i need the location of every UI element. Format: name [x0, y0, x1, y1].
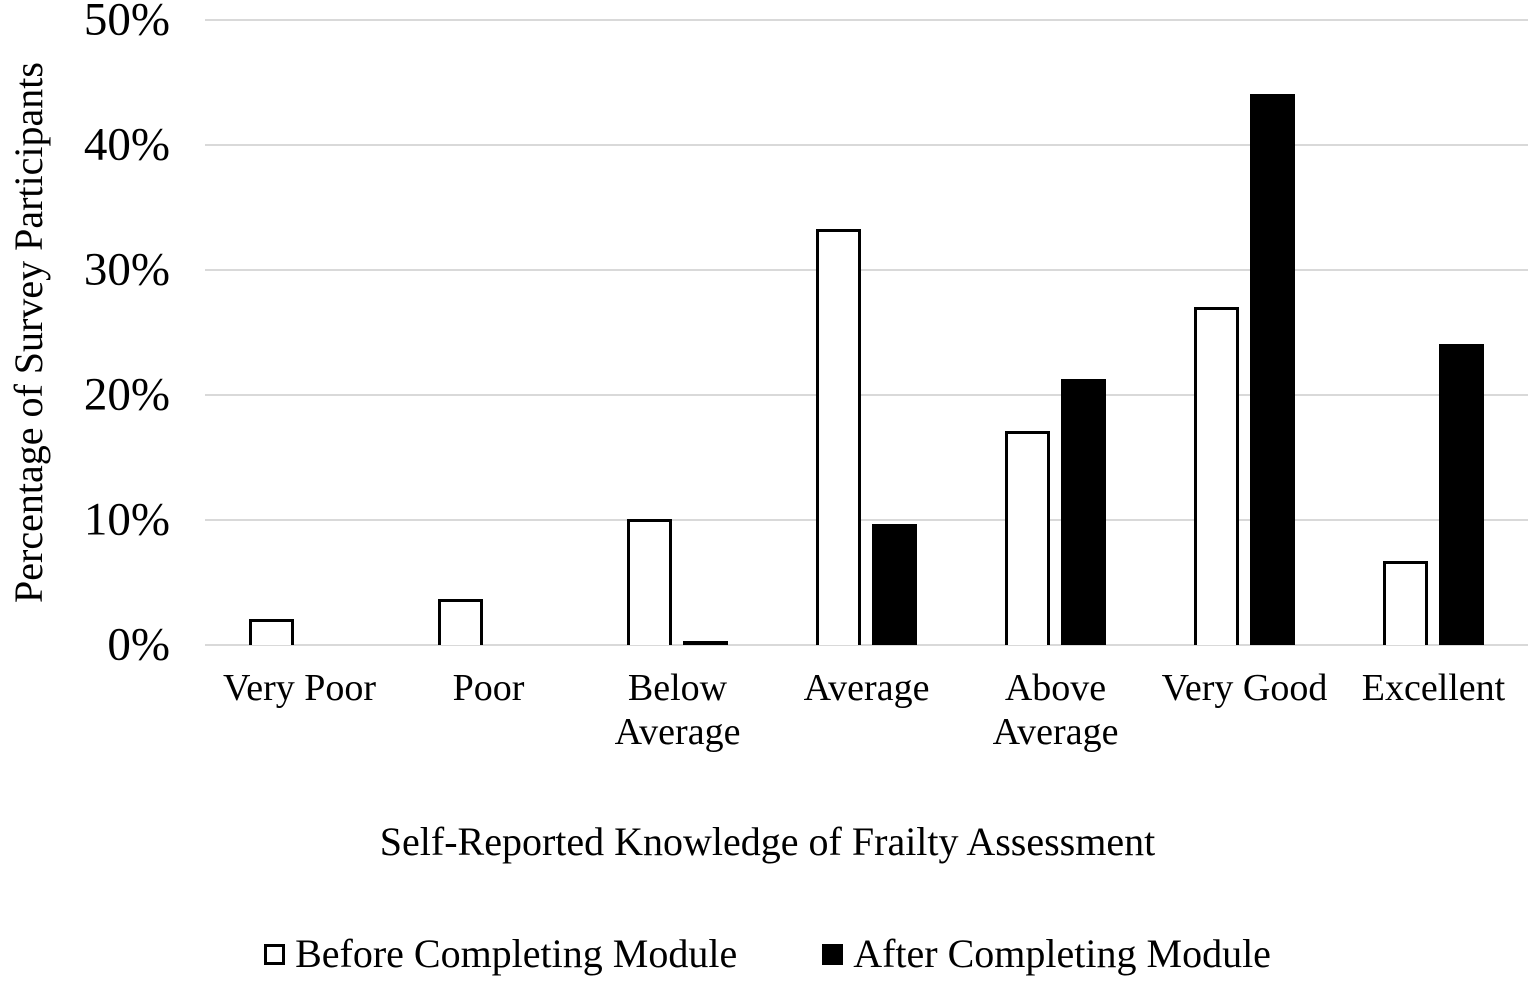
y-tick-label-20-: 20% [83, 368, 170, 421]
legend-label-after: After Completing Module [853, 931, 1271, 976]
bar-before-excellent [1383, 561, 1428, 645]
legend-marker-after-icon [822, 943, 844, 965]
y-tick-label-30-: 30% [83, 243, 170, 296]
x-category-label-above-average: Above Average [992, 667, 1119, 753]
bar-after-below-average [683, 641, 728, 645]
x-category-label-very-poor: Very Poor [222, 667, 377, 709]
x-axis-title: Self-Reported Knowledge of Frailty Asses… [379, 819, 1156, 864]
bar-after-above-average [1061, 379, 1106, 645]
legend: Before Completing Module After Completin… [0, 929, 1535, 979]
y-tick-label-0-: 0% [107, 618, 170, 671]
bar-before-above-average [1005, 431, 1050, 645]
x-category-label-average: Average [803, 667, 930, 709]
y-tick-label-40-: 40% [83, 118, 170, 171]
bar-before-average [816, 229, 861, 645]
bar-before-very-poor [249, 619, 294, 645]
gridline-30- [205, 269, 1528, 271]
y-tick-label-50-: 50% [83, 0, 170, 46]
bar-before-very-good [1194, 307, 1239, 645]
y-axis-tick-labels: 0% 10% 20% 30% 40% 50% [0, 0, 170, 668]
bar-after-very-good [1250, 94, 1295, 645]
x-category-label-excellent: Excellent [1361, 667, 1506, 709]
gridline-10- [205, 519, 1528, 521]
legend-item-before: Before Completing Module [264, 934, 737, 974]
gridline-20- [205, 394, 1528, 396]
bar-before-below-average [627, 519, 672, 645]
gridline-40- [205, 144, 1528, 146]
legend-item-after: After Completing Module [822, 934, 1271, 974]
plot-area [205, 19, 1528, 646]
y-tick-label-10-: 10% [83, 493, 170, 546]
bar-after-excellent [1439, 344, 1484, 645]
x-category-label-very-good: Very Good [1161, 667, 1328, 709]
legend-marker-before-icon [264, 943, 286, 965]
gridline-50- [205, 19, 1528, 21]
gridline-0- [205, 644, 1528, 646]
legend-label-before: Before Completing Module [295, 931, 738, 976]
bar-after-average [872, 524, 917, 645]
x-category-label-poor: Poor [452, 667, 525, 709]
bar-before-poor [438, 599, 483, 645]
x-category-label-below-average: Below Average [614, 667, 741, 753]
